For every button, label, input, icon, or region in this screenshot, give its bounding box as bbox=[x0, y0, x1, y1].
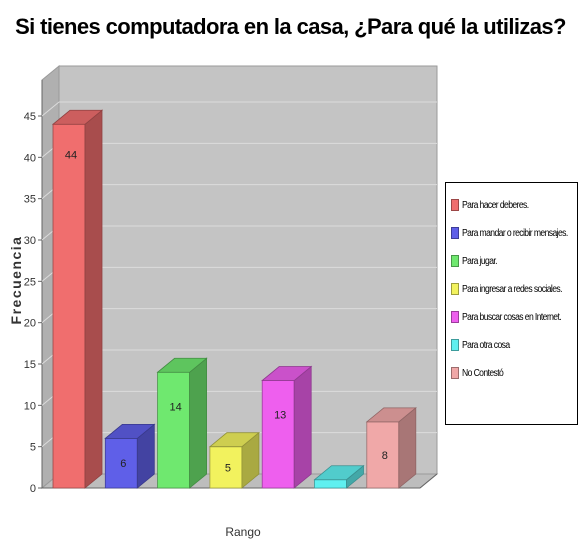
legend-swatch bbox=[451, 339, 459, 351]
bar-front bbox=[261, 380, 295, 489]
y-tick-label: 45 bbox=[24, 111, 36, 123]
bar-front bbox=[52, 123, 86, 489]
legend-swatch bbox=[451, 311, 459, 323]
legend-item: Para jugar. bbox=[446, 247, 577, 275]
legend-swatch bbox=[451, 283, 459, 295]
bar-front bbox=[157, 371, 191, 489]
bar-top bbox=[313, 465, 365, 481]
legend-item: Para ingresar a redes sociales. bbox=[446, 275, 577, 303]
bar bbox=[104, 423, 156, 489]
bar-top bbox=[51, 109, 104, 125]
legend-item: Para mandar o recibir mensajes. bbox=[446, 219, 577, 247]
legend-item: Para otra cosa bbox=[446, 331, 577, 359]
legend-swatch bbox=[451, 199, 459, 211]
y-tick-label: 40 bbox=[24, 152, 36, 164]
y-tick-label: 15 bbox=[24, 359, 36, 371]
bar-value-label: 8 bbox=[382, 450, 388, 462]
legend-label: Para mandar o recibir mensajes. bbox=[462, 227, 568, 239]
bars bbox=[51, 109, 417, 489]
chart-title: Si tienes computadora en la casa, ¿Para … bbox=[15, 14, 566, 39]
bar-side bbox=[84, 109, 103, 489]
legend-swatch bbox=[451, 227, 459, 239]
bar bbox=[156, 357, 208, 489]
y-tick-label: 30 bbox=[24, 235, 36, 247]
bar-value-label: 6 bbox=[120, 458, 126, 470]
bar-value-label: 14 bbox=[169, 401, 181, 413]
bar-value-label: 5 bbox=[225, 462, 231, 474]
legend-label: No Contestó bbox=[462, 367, 504, 379]
y-tick-label: 5 bbox=[30, 442, 36, 454]
bar-top bbox=[156, 357, 208, 373]
y-axis-ticks: 0 5 10 15 20 25 30 35 40 45 bbox=[24, 111, 42, 495]
legend-label: Para buscar cosas en Internet. bbox=[462, 311, 562, 323]
y-tick-label: 0 bbox=[30, 483, 36, 495]
y-tick-label: 10 bbox=[24, 400, 36, 412]
bar-front bbox=[314, 479, 347, 489]
bar-top bbox=[365, 407, 417, 423]
legend-swatch bbox=[451, 367, 459, 379]
y-axis-label: Frecuencia bbox=[8, 236, 24, 325]
legend-item: Para buscar cosas en Internet. bbox=[446, 303, 577, 331]
y-tick-label: 25 bbox=[24, 276, 36, 288]
bar-side bbox=[189, 357, 208, 489]
legend-label: Para otra cosa bbox=[462, 339, 510, 351]
legend-item: No Contestó bbox=[446, 359, 577, 387]
legend-item: Para hacer deberes. bbox=[446, 191, 577, 219]
bar-top bbox=[104, 423, 156, 439]
x-axis-edge bbox=[419, 473, 438, 489]
legend-label: Para jugar. bbox=[462, 255, 498, 267]
y-tick-label: 35 bbox=[24, 194, 36, 206]
bar bbox=[365, 407, 417, 489]
legend-label: Para hacer deberes. bbox=[462, 199, 529, 211]
x-axis-label: Rango bbox=[225, 525, 261, 539]
gridline-depth bbox=[41, 101, 60, 117]
bar-value-label: 44 bbox=[65, 149, 77, 161]
bar-value-label: 13 bbox=[274, 410, 286, 422]
bar-top bbox=[208, 432, 261, 448]
legend-label: Para ingresar a redes sociales. bbox=[462, 283, 562, 295]
bar bbox=[208, 431, 261, 489]
legend: Para hacer deberes. Para mandar o recibir… bbox=[445, 182, 578, 425]
bar-side bbox=[293, 365, 312, 489]
bar-top bbox=[261, 366, 313, 381]
bar bbox=[313, 464, 365, 489]
bar-labels: 44 6 14 5 13 8 bbox=[65, 149, 388, 474]
y-tick-label: 20 bbox=[24, 318, 36, 330]
legend-swatch bbox=[451, 255, 459, 267]
bar bbox=[261, 365, 313, 489]
bar bbox=[51, 109, 104, 489]
